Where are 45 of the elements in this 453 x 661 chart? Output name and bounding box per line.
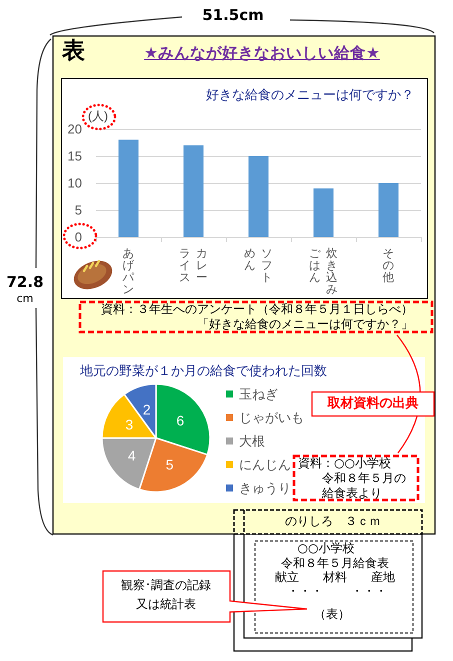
legend-label: 玉ねぎ [239, 386, 278, 402]
y-tick-label: 0 [74, 230, 82, 244]
data-label: 2 [142, 401, 151, 418]
legend-label: 大根 [239, 434, 265, 448]
x-tick-label: カレーライス [179, 246, 208, 284]
text: 観察･調査の記録又は統計表 [121, 577, 211, 613]
data-label: 4 [128, 448, 136, 464]
x-tick-label: あげパン [122, 246, 134, 296]
text: ・・・ [351, 584, 387, 599]
bar [378, 183, 398, 237]
x-tick-label: その他 [382, 246, 394, 284]
text: 資料：○○小学校令和８年５月の給食表より [298, 456, 406, 500]
chart-title: 好きな給食のメニューは何ですか？ [206, 87, 414, 102]
text: 献立 [275, 570, 299, 585]
category-label: 炊き込みごはん [309, 246, 338, 296]
text: ○○小学校 [298, 541, 354, 556]
text: 表 [62, 38, 85, 64]
bar [184, 145, 204, 237]
bar [248, 156, 268, 237]
data-label: 3 [125, 416, 134, 432]
y-tick-label: 10 [68, 176, 82, 190]
chart-title: 地元の野菜が１か月の給食で使われた回数 [79, 363, 327, 378]
legend-label: きゅうり [239, 480, 291, 496]
text: 51.5cm [202, 6, 264, 24]
x-tick-label: ソフトめん [244, 246, 273, 284]
y-axis-title: (人) [88, 109, 108, 123]
legend-label: じゃがいも [239, 410, 304, 425]
text: 材料 [323, 570, 347, 585]
y-tick-label: 15 [68, 148, 82, 164]
text: ★みんなが好きなおいしい給食★ [144, 44, 380, 62]
text: 令和８年５月給食表 [281, 556, 389, 571]
bar [314, 188, 334, 237]
data-label: 6 [176, 412, 184, 428]
text: 産地 [371, 570, 395, 585]
text: のりしろ ３ｃｍ [285, 514, 381, 529]
text: （表） [314, 607, 350, 622]
text: ・・・ [287, 584, 323, 599]
bar [118, 140, 138, 237]
text: 72.8cm [6, 273, 44, 306]
legend-label: にんじん [239, 457, 291, 472]
text: 取材資料の出典 [328, 396, 418, 412]
data-label: 5 [166, 456, 174, 473]
text: 資料：３年生へのアンケート（令和８年５月１日しらべ）「好きな給食のメニューは何ですか？」 [101, 302, 413, 331]
y-tick-label: 20 [68, 122, 82, 136]
y-tick-label: 5 [74, 202, 82, 218]
